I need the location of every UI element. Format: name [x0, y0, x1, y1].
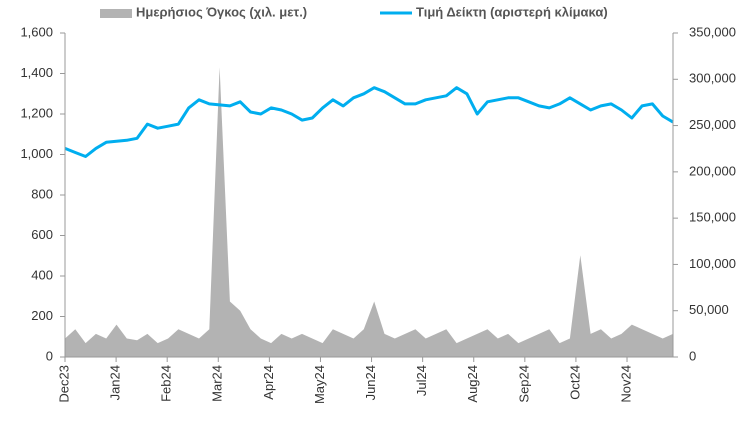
- x-tick-label: Feb24: [159, 365, 174, 402]
- x-tick-label: Sep24: [516, 365, 531, 403]
- y2-tick-label: 100,000: [689, 256, 736, 271]
- y2-tick-label: 200,000: [689, 163, 736, 178]
- x-tick-label: Mar24: [210, 365, 225, 402]
- y-tick-label: 1,400: [20, 65, 53, 80]
- x-tick-label: Oct24: [567, 365, 582, 400]
- y-tick-label: 400: [31, 267, 53, 282]
- y2-tick-label: 150,000: [689, 210, 736, 225]
- y2-tick-label: 250,000: [689, 117, 736, 132]
- x-tick-label: Aug24: [465, 365, 480, 403]
- x-tick-label: May24: [312, 365, 327, 404]
- y-tick-label: 800: [31, 186, 53, 201]
- y-tick-label: 0: [46, 348, 53, 363]
- y2-tick-label: 50,000: [689, 302, 729, 317]
- y-tick-label: 200: [31, 308, 53, 323]
- x-tick-label: Jul24: [414, 365, 429, 396]
- legend-swatch: [100, 9, 132, 18]
- volume-area: [65, 67, 673, 358]
- y2-tick-label: 350,000: [689, 24, 736, 39]
- y2-tick-label: 300,000: [689, 71, 736, 86]
- y-tick-label: 1,200: [20, 105, 53, 120]
- x-tick-label: Nov24: [618, 365, 633, 403]
- x-tick-label: Jun24: [363, 365, 378, 400]
- x-tick-label: Dec23: [56, 365, 71, 403]
- legend-label: Ημερήσιος Όγκος (χιλ. μετ.): [136, 4, 307, 19]
- x-tick-label: Apr24: [261, 365, 276, 400]
- index-line: [64, 86, 674, 158]
- y-tick-label: 600: [31, 227, 53, 242]
- x-tick-label: Jan24: [108, 365, 123, 400]
- legend-label: Τιμή Δείκτη (αριστερή κλίμακα): [416, 4, 608, 19]
- y2-tick-label: 0: [689, 348, 696, 363]
- y-tick-label: 1,000: [20, 146, 53, 161]
- y-tick-label: 1,600: [20, 24, 53, 39]
